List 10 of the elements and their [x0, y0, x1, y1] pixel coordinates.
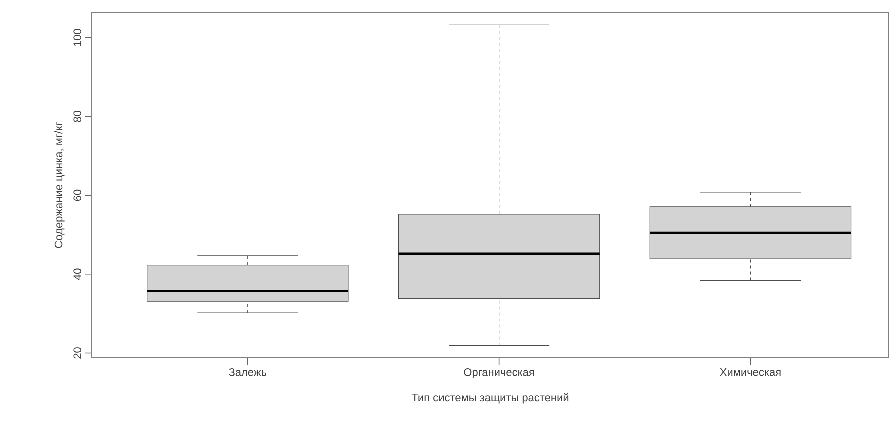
- y-tick-label: 100: [74, 29, 82, 46]
- x-axis-title: Тип системы защиты растений: [412, 393, 569, 404]
- y-tick-label: 40: [74, 268, 82, 280]
- y-tick-label: 80: [74, 111, 82, 122]
- x-tick-label: Органическая: [464, 368, 534, 378]
- y-axis-title: Содержание цинка, мг/кг: [54, 122, 65, 248]
- x-tick-label: Химическая: [720, 368, 781, 376]
- y-tick-label: 60: [74, 190, 82, 202]
- y-tick-label: 20: [74, 348, 82, 359]
- x-tick-label: Залежь: [229, 368, 267, 376]
